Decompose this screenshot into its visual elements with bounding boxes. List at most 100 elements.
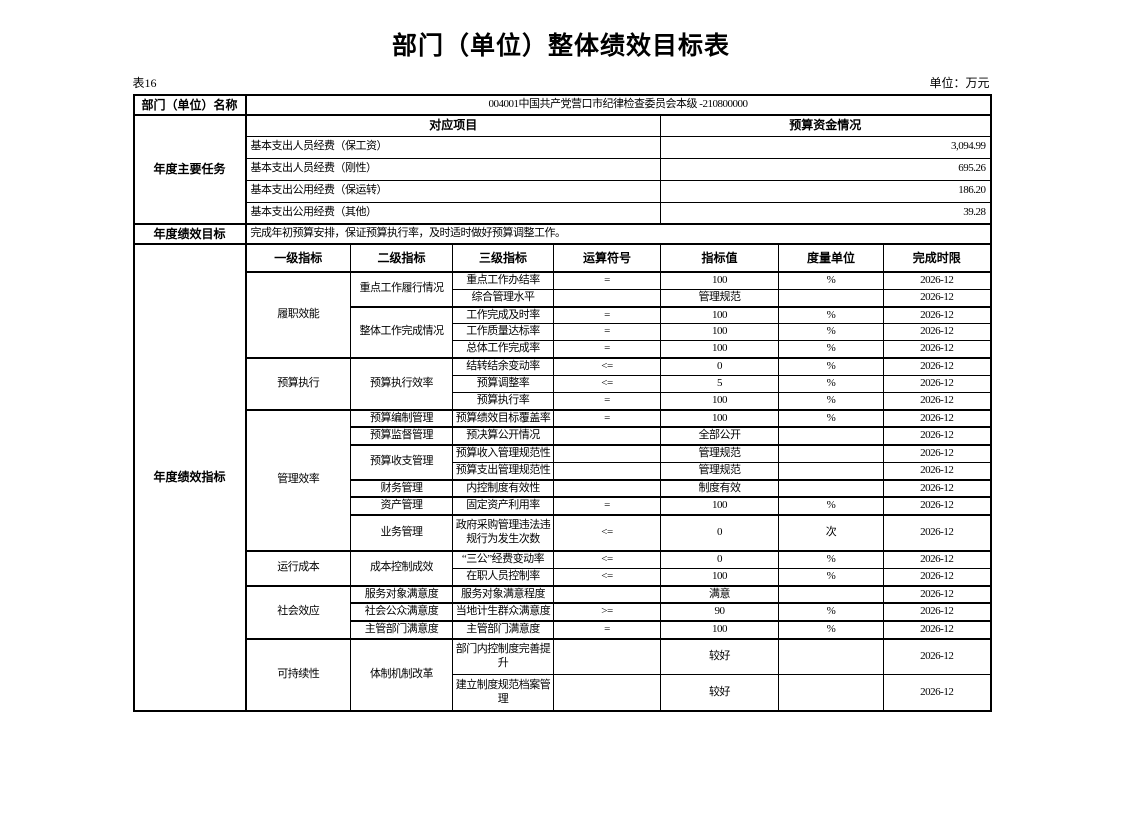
col-header-op: 运算符号 (553, 243, 661, 273)
indicator-l3: 服务对象满意程度 (452, 584, 554, 604)
indicator-deadline: 2026-12 (882, 478, 992, 498)
indicator-row: 预算监督管理 预决算公开情况 全部公开 2026-12 (134, 426, 992, 446)
dept-name-row: 部门（单位）名称 004001中国共产党营口市纪律检查委员会本级 -210800… (133, 94, 992, 116)
table-number: 表16 (132, 76, 157, 90)
indicator-op: = (553, 620, 661, 640)
task-amount: 3,094.99 (659, 135, 992, 159)
indicator-value: 100 (660, 620, 779, 640)
indicator-deadline: 2026-12 (882, 323, 992, 342)
goal-row: 年度绩效目标 完成年初预算安排，保证预算执行率，及时适时做好预算调整工作。 (133, 223, 992, 245)
indicator-l1: 履职效能 (245, 271, 351, 359)
indicator-row: 工作质量达标率 = 100 % 2026-12 (134, 323, 992, 342)
indicator-deadline: 2026-12 (882, 408, 992, 428)
annual-tasks-label: 年度主要任务 (133, 114, 247, 225)
indicator-unit (778, 674, 884, 712)
performance-target-table: 部门（单位）名称 004001中国共产党营口市纪律检查委员会本级 -210800… (132, 94, 992, 712)
indicator-l2: 财务管理 (350, 478, 453, 498)
tasks-col-budget: 预算资金情况 (659, 114, 992, 137)
indicator-value: 100 (660, 496, 779, 516)
indicator-unit: % (778, 356, 884, 376)
indicator-l3: 预算收入管理规范性 (452, 443, 554, 463)
indicator-op (553, 288, 661, 308)
indicator-unit: % (778, 602, 884, 622)
indicator-l2: 服务对象满意度 (350, 584, 453, 604)
indicator-l2: 业务管理 (350, 514, 453, 552)
indicator-value: 0 (660, 549, 779, 569)
indicator-l1: 管理效率 (245, 408, 351, 552)
indicator-value: 90 (660, 602, 779, 622)
indicator-l2: 预算收支管理 (350, 444, 453, 480)
indicator-l1: 可持续性 (245, 637, 351, 712)
indicator-op: <= (553, 567, 661, 587)
indicator-unit: % (778, 496, 884, 516)
task-row: 基本支出人员经费（保工资） 3,094.99 (134, 135, 992, 159)
tasks-header-row: 年度主要任务 对应项目 预算资金情况 (133, 114, 992, 225)
indicator-deadline: 2026-12 (882, 443, 992, 463)
indicator-unit (778, 288, 884, 308)
indicator-unit (778, 478, 884, 498)
indicator-deadline: 2026-12 (882, 637, 992, 676)
indicator-unit: % (778, 270, 884, 290)
indicator-unit: 次 (778, 514, 884, 552)
task-row: 基本支出公用经费（保运转） 186.20 (134, 179, 992, 203)
indicator-deadline: 2026-12 (882, 549, 992, 569)
indicator-value: 较好 (660, 674, 779, 712)
indicator-deadline: 2026-12 (882, 374, 992, 393)
indicator-l2: 预算执行效率 (350, 357, 453, 410)
indicator-unit: % (778, 408, 884, 428)
indicator-l2: 整体工作完成情况 (350, 305, 453, 359)
indicator-unit: % (778, 549, 884, 569)
indicator-unit (778, 584, 884, 604)
indicator-l3: 预算调整率 (452, 374, 554, 393)
indicator-row: 预算执行率 = 100 % 2026-12 (134, 391, 992, 411)
indicator-l3: 在职人员控制率 (452, 567, 554, 587)
indicator-value: 100 (660, 323, 779, 342)
indicator-unit: % (778, 567, 884, 587)
dept-name-label: 部门（单位）名称 (133, 94, 247, 116)
indicator-deadline: 2026-12 (882, 461, 992, 481)
indicator-value: 0 (660, 356, 779, 376)
indicators-label: 年度绩效指标 (133, 243, 247, 712)
indicator-op: = (553, 270, 661, 290)
indicator-l2: 重点工作履行情况 (350, 271, 453, 307)
indicator-row: 可持续性 体制机制改革 部门内控制度完善提升 较好 2026-12 (134, 637, 992, 712)
indicator-l3: 预算执行率 (452, 391, 554, 411)
indicator-op: <= (553, 356, 661, 376)
indicator-op (553, 478, 661, 498)
indicator-deadline: 2026-12 (882, 620, 992, 640)
indicator-deadline: 2026-12 (882, 356, 992, 376)
indicator-l3: 当地计生群众满意度 (452, 602, 554, 622)
indicator-value: 制度有效 (660, 478, 779, 498)
indicator-value: 100 (660, 270, 779, 290)
task-item: 基本支出人员经费（刚性） (245, 157, 661, 181)
indicator-deadline: 2026-12 (882, 426, 992, 446)
annual-goal-value: 完成年初预算安排，保证预算执行率，及时适时做好预算调整工作。 (244, 223, 992, 245)
annual-goal-label: 年度绩效目标 (133, 223, 247, 245)
indicator-unit (778, 461, 884, 481)
indicator-unit: % (778, 340, 884, 359)
indicator-value: 100 (660, 408, 779, 428)
indicator-l3: 工作完成及时率 (452, 305, 554, 325)
task-item: 基本支出公用经费（其他） (245, 201, 661, 225)
unit-note: 单位：万元 (929, 76, 990, 90)
indicator-deadline: 2026-12 (882, 674, 992, 712)
indicator-deadline: 2026-12 (882, 340, 992, 359)
indicator-row: 预算支出管理规范性 管理规范 2026-12 (134, 461, 992, 481)
indicator-l3: 主管部门满意度 (452, 620, 554, 640)
col-header-l3: 三级指标 (452, 243, 554, 273)
indicator-l2: 主管部门满意度 (350, 620, 453, 640)
indicator-l3: 总体工作完成率 (452, 340, 554, 359)
indicator-l3: 建立制度规范档案管理 (452, 674, 554, 712)
page-title: 部门（单位）整体绩效目标表 (391, 33, 730, 60)
indicator-l3: 部门内控制度完善提升 (452, 637, 554, 676)
indicator-row: 综合管理水平 管理规范 2026-12 (134, 288, 992, 308)
indicator-op: = (553, 340, 661, 359)
indicator-value: 满意 (660, 584, 779, 604)
indicator-op (553, 637, 661, 676)
indicator-unit (778, 426, 884, 446)
indicator-l2: 预算监督管理 (350, 426, 453, 446)
indicator-unit: % (778, 620, 884, 640)
indicator-value: 5 (660, 374, 779, 393)
task-amount: 186.20 (659, 179, 992, 203)
indicator-l3: 预算支出管理规范性 (452, 461, 554, 481)
